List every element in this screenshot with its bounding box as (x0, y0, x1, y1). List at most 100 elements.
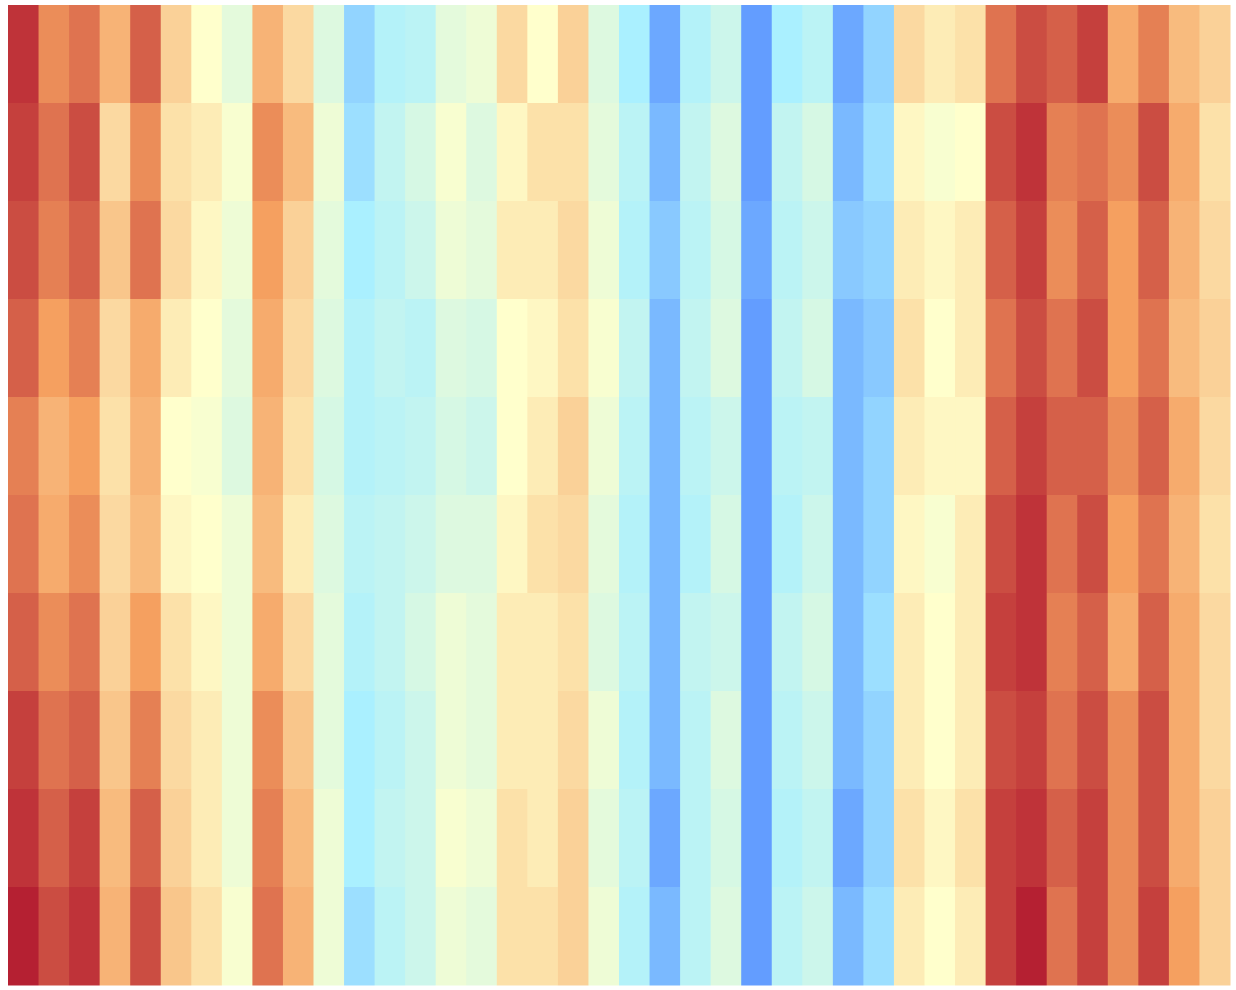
heatmap-cell (8, 5, 40, 104)
heatmap-cell (1168, 397, 1200, 496)
heatmap-cell (1107, 495, 1139, 594)
heatmap-cell (99, 201, 131, 300)
heatmap-cell (710, 593, 742, 692)
heatmap-cell (344, 5, 376, 104)
heatmap-cell (344, 103, 376, 202)
heatmap-cell (893, 691, 925, 790)
heatmap-cell (466, 5, 498, 104)
heatmap-cell (496, 593, 528, 692)
heatmap-cell (924, 299, 956, 398)
heatmap-cell (863, 887, 895, 986)
heatmap-cell (405, 789, 437, 888)
heatmap-cell (1107, 789, 1139, 888)
heatmap-cell (344, 789, 376, 888)
heatmap-cell (527, 103, 559, 202)
heatmap-cell (893, 299, 925, 398)
heatmap-cell (160, 103, 192, 202)
heatmap-cell (710, 397, 742, 496)
heatmap-cell (221, 495, 253, 594)
heatmap-cell (38, 691, 70, 790)
heatmap-cell (1107, 201, 1139, 300)
heatmap-cell (1138, 5, 1170, 104)
heatmap-cell (435, 691, 467, 790)
heatmap-cell (1046, 299, 1078, 398)
heatmap-cell (710, 495, 742, 594)
heatmap-cell (1016, 103, 1048, 202)
heatmap-cell (924, 887, 956, 986)
heatmap-cell (38, 397, 70, 496)
heatmap-cell (527, 495, 559, 594)
heatmap-cell (313, 201, 345, 300)
heatmap-cell (649, 299, 681, 398)
heatmap-cell (588, 593, 620, 692)
heatmap-cell (252, 397, 284, 496)
heatmap-cell (130, 593, 162, 692)
heatmap-cell (1138, 299, 1170, 398)
heatmap-cell (1199, 691, 1231, 790)
heatmap-cell (221, 299, 253, 398)
heatmap-cell (710, 691, 742, 790)
heatmap-cell (435, 789, 467, 888)
heatmap-cell (1168, 299, 1200, 398)
heatmap-cell (1046, 201, 1078, 300)
heatmap-cell (405, 201, 437, 300)
heatmap-cell (863, 495, 895, 594)
heatmap-cell (38, 5, 70, 104)
heatmap-cell (374, 593, 406, 692)
heatmap-cell (38, 103, 70, 202)
heatmap-cell (344, 887, 376, 986)
heatmap-cell (191, 887, 223, 986)
heatmap-cell (710, 887, 742, 986)
heatmap-cell (802, 495, 834, 594)
heatmap-cell (1046, 397, 1078, 496)
heatmap-cell (1199, 397, 1231, 496)
heatmap-cell (466, 103, 498, 202)
heatmap-cell (160, 691, 192, 790)
heatmap-cell (313, 299, 345, 398)
heatmap-cell (160, 887, 192, 986)
heatmap-cell (771, 299, 803, 398)
heatmap-cell (741, 103, 773, 202)
heatmap-cell (8, 103, 40, 202)
heatmap-cell (1199, 887, 1231, 986)
heatmap-cell (680, 103, 712, 202)
heatmap-cell (863, 5, 895, 104)
heatmap-cell (344, 495, 376, 594)
heatmap-cell (771, 593, 803, 692)
heatmap-cell (38, 593, 70, 692)
heatmap-cell (710, 5, 742, 104)
heatmap-cell (405, 5, 437, 104)
heatmap-cell (527, 593, 559, 692)
heatmap-cell (1016, 593, 1048, 692)
heatmap-cell (588, 691, 620, 790)
heatmap-cell (802, 887, 834, 986)
heatmap-cell (252, 495, 284, 594)
heatmap-cell (985, 5, 1017, 104)
heatmap-cell (557, 495, 589, 594)
heatmap-cell (802, 201, 834, 300)
heatmap-cell (649, 201, 681, 300)
heatmap-cell (955, 5, 987, 104)
heatmap-cell (741, 5, 773, 104)
heatmap-cell (252, 789, 284, 888)
heatmap-cell (832, 103, 864, 202)
heatmap-cell (985, 789, 1017, 888)
heatmap-cell (1199, 495, 1231, 594)
heatmap-cell (588, 5, 620, 104)
heatmap-cell (680, 593, 712, 692)
heatmap-cell (802, 103, 834, 202)
heatmap-cell (130, 5, 162, 104)
heatmap-cell (466, 789, 498, 888)
heatmap-cell (557, 397, 589, 496)
heatmap-cell (252, 887, 284, 986)
heatmap-cell (99, 691, 131, 790)
heatmap-cell (955, 593, 987, 692)
heatmap-cell (496, 299, 528, 398)
heatmap-cell (252, 103, 284, 202)
heatmap-cell (374, 887, 406, 986)
heatmap-cell (527, 299, 559, 398)
heatmap-cell (680, 201, 712, 300)
heatmap-cell (435, 201, 467, 300)
heatmap-cell (1168, 5, 1200, 104)
